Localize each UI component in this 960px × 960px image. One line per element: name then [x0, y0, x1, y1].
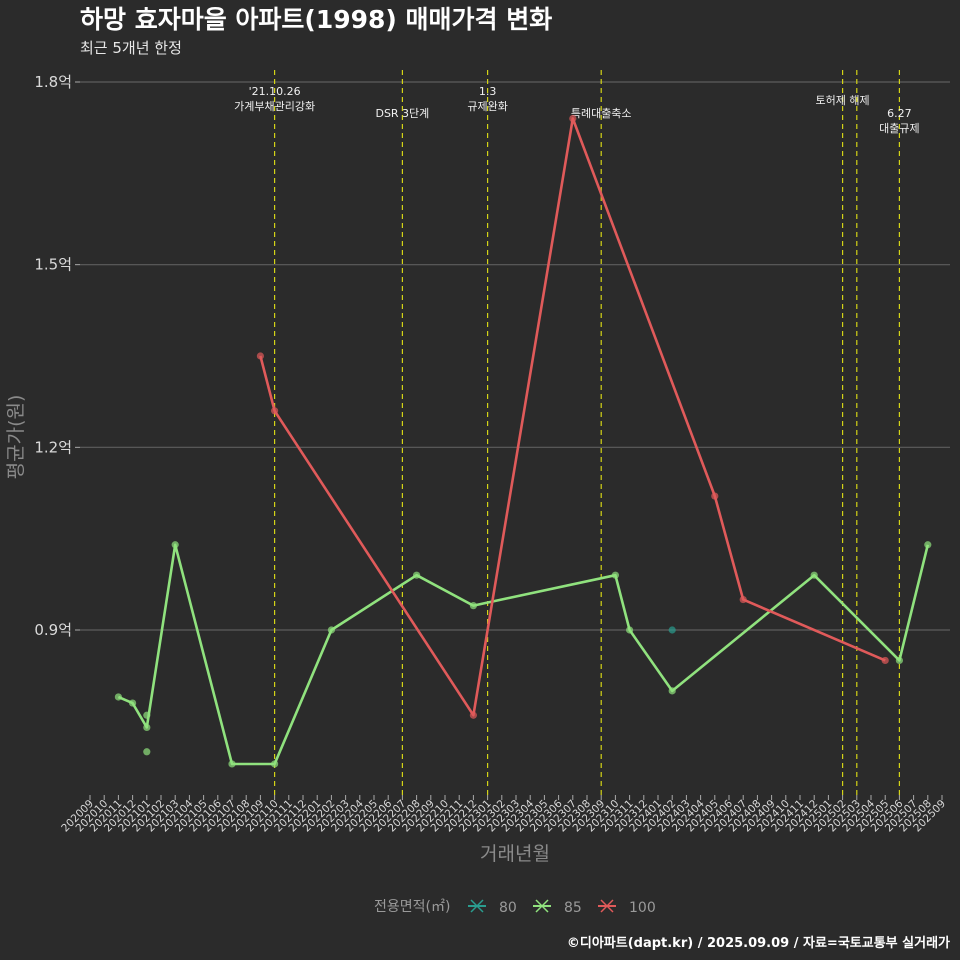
series-line-100	[259, 117, 886, 717]
ytick-label-0: 0.9억	[34, 621, 72, 639]
x-axis-title: 거래년월	[480, 843, 550, 865]
point-100-4	[711, 492, 719, 500]
event-label-3-0: 특례대출축소	[571, 107, 632, 120]
point-85-4	[228, 760, 236, 768]
chart-title: 하망 효자마을 아파트(1998) 매매가격 변화	[80, 5, 552, 34]
legend-label-100: 100	[629, 900, 656, 916]
point-85-2	[143, 723, 151, 732]
point-85-0	[114, 693, 122, 701]
point-100-2	[469, 711, 477, 719]
chart-subtitle: 최근 5개년 한정	[80, 39, 182, 57]
caption: ©디아파트(dapt.kr) / 2025.09.09 / 자료=국토교통부 실…	[567, 935, 950, 951]
point-85-8	[469, 602, 477, 610]
series-line-85	[117, 543, 930, 766]
point-100-5	[739, 595, 747, 604]
grid-lines	[80, 81, 950, 631]
point-85-11	[668, 687, 676, 695]
legend-key-cross-b-80	[470, 899, 484, 913]
point-85-1	[129, 699, 137, 707]
point-85-10	[626, 626, 634, 634]
point-85-6	[327, 626, 335, 634]
point-85-12	[810, 571, 818, 579]
legend-label-80: 80	[499, 900, 517, 916]
point-85-14	[924, 541, 932, 549]
event-label-2-0: 1.3	[479, 85, 497, 98]
point-85-15	[143, 711, 151, 719]
point-85-7	[413, 571, 421, 579]
event-label-6-0: 6.27	[887, 107, 912, 120]
ytick-label-2: 1.5억	[34, 256, 72, 274]
legend: 전용면적(㎡) 80 85 100	[374, 899, 656, 916]
point-85-9	[611, 571, 620, 579]
y-axis-ticks: 0.9억 1.2억 1.5억 1.8억	[34, 73, 80, 639]
x-axis-ticks: 2020092020102020112020122021012021022021…	[59, 795, 948, 834]
point-85-13	[895, 656, 904, 665]
point-85-5	[271, 760, 279, 768]
legend-key-cross-b-100	[600, 899, 614, 913]
point-100-1	[271, 407, 279, 415]
event-label-1-0: DSR 3단계	[375, 107, 429, 120]
event-label-4-0: 토허제 해제	[816, 93, 870, 107]
point-100-0	[256, 352, 264, 360]
event-label-6-1: 대출규제	[879, 122, 919, 135]
point-100-6	[881, 656, 889, 665]
data-series	[114, 114, 932, 768]
point-100-3	[569, 114, 577, 123]
event-label-0-0: '21.10.26	[249, 85, 301, 98]
point-85-16	[143, 748, 151, 756]
legend-title: 전용면적(㎡)	[374, 899, 450, 915]
legend-key-cross-b-85	[535, 899, 549, 913]
event-label-2-1: 규제완화	[467, 100, 507, 113]
point-80-0	[668, 626, 676, 634]
legend-label-85: 85	[564, 900, 582, 916]
ytick-label-3: 1.8억	[34, 73, 72, 91]
y-axis-title: 평균가(원)	[5, 395, 27, 480]
ytick-label-1: 1.2억	[34, 438, 72, 456]
event-label-0-1: 가계부채관리강화	[234, 100, 315, 113]
point-85-3	[171, 541, 179, 549]
